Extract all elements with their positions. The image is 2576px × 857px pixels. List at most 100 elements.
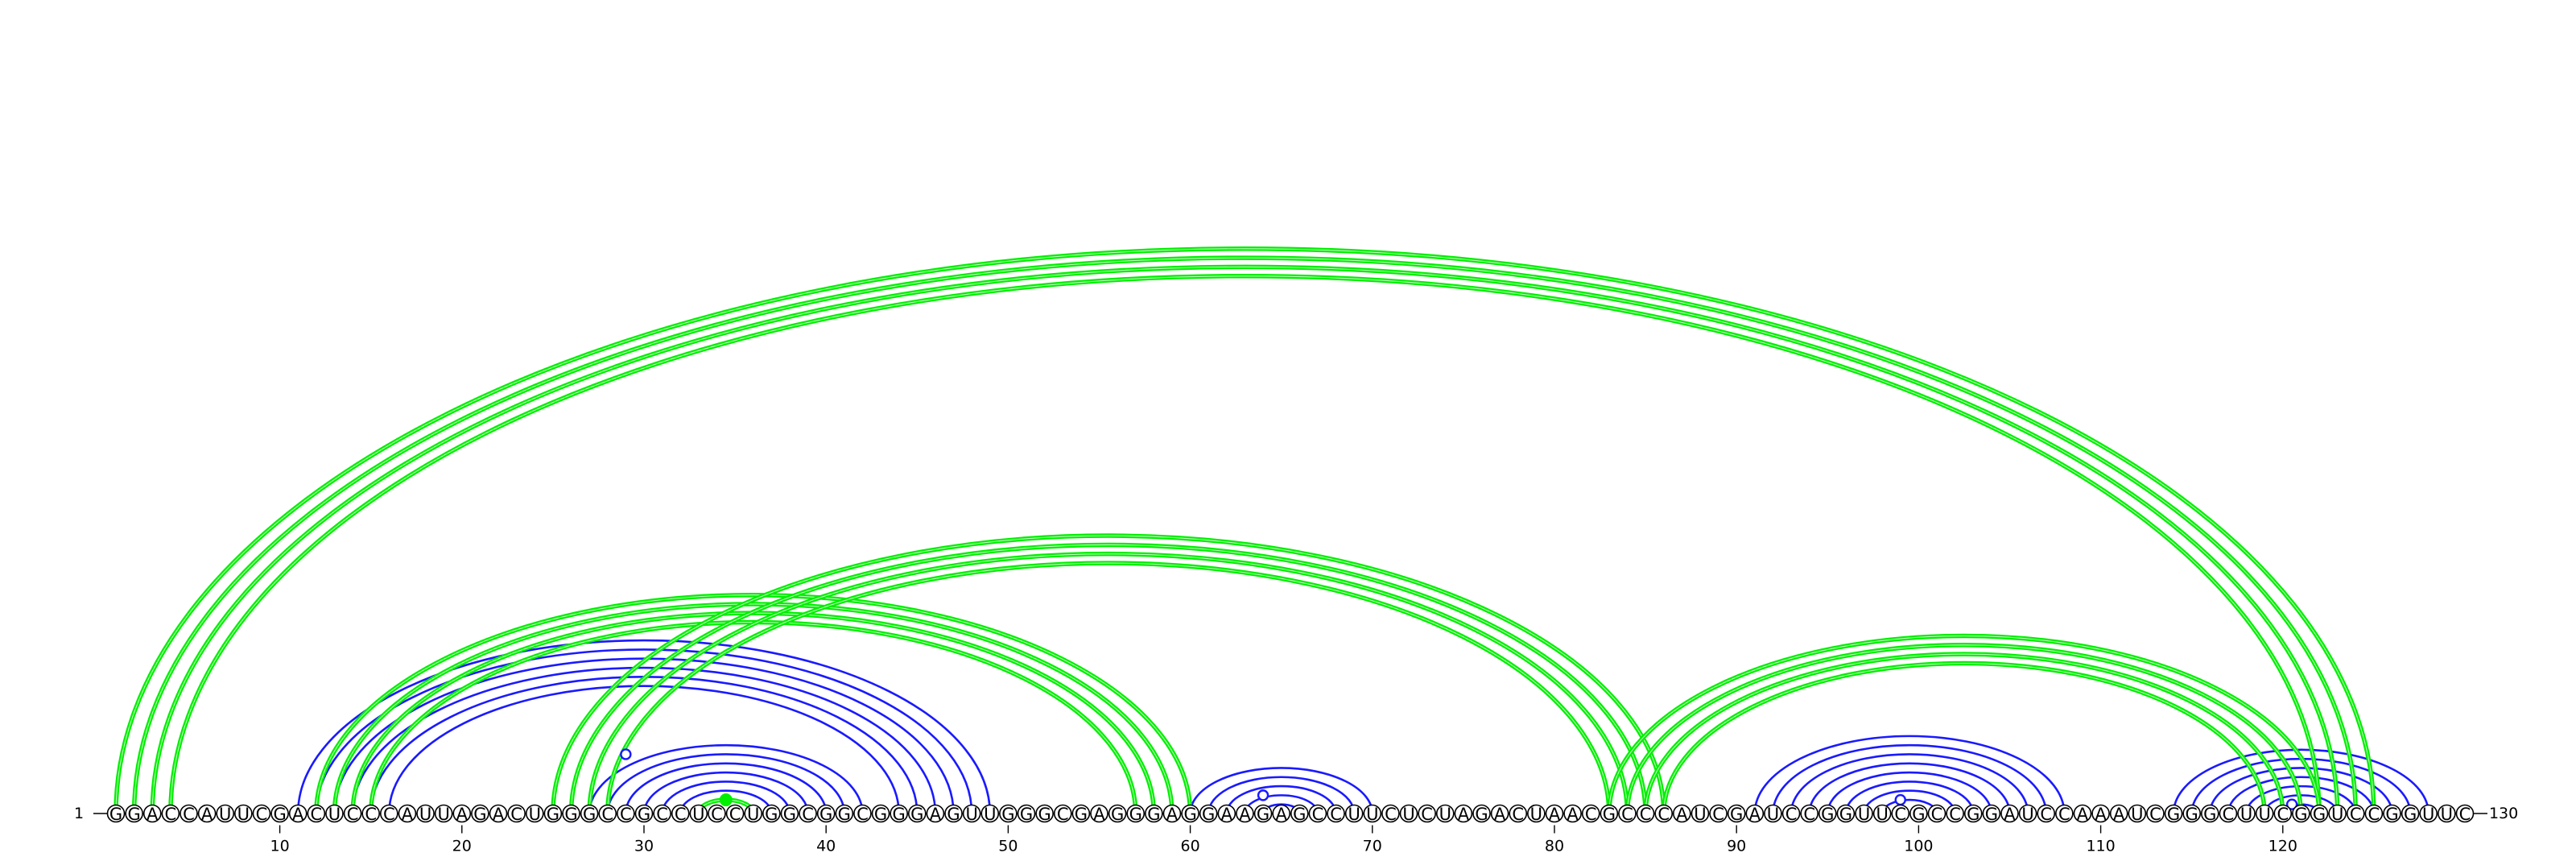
nucleotide-circle [580, 804, 599, 823]
nucleotide-letter: G [1475, 805, 1488, 824]
nucleotide-letter: G [1293, 805, 1306, 824]
nucleotide: G [1290, 804, 1309, 824]
base-pair-arc [1753, 735, 2066, 814]
nucleotide-letter: A [1494, 805, 1506, 824]
nucleotide-letter: G [2186, 805, 2198, 824]
nucleotide: A [197, 804, 217, 824]
nucleotide-letter: C [1512, 805, 1524, 824]
nucleotide-letter: G [838, 805, 851, 824]
nucleotide-circle [1162, 804, 1182, 823]
nucleotide-circle [2201, 804, 2219, 823]
nucleotide-circle [2182, 804, 2201, 823]
nucleotide-circle [416, 804, 435, 823]
nucleotide-letter: C [1640, 805, 1652, 824]
tick-label: 110 [2086, 838, 2115, 855]
nucleotide-circle [1418, 804, 1436, 823]
nucleotide-circle [799, 804, 817, 823]
base-pair-arc [606, 753, 846, 814]
nucleotide-letter: C [1621, 805, 1633, 824]
nucleotide-circle [871, 804, 890, 823]
nucleotide: C [2364, 804, 2384, 824]
nucleotide: C [1927, 804, 1946, 824]
nucleotide-circle [2292, 804, 2310, 823]
nucleotide-letter: G [1001, 805, 1014, 824]
loop-marker-alt [719, 793, 733, 807]
base-pair-arc-alt-highlight [1626, 644, 2301, 814]
nucleotide-letter: A [2077, 805, 2089, 824]
nucleotide-letter: U [1530, 805, 1542, 824]
nucleotide: G [780, 804, 799, 824]
nucleotide-letter: G [1147, 805, 1160, 824]
base-pair-arc-alt-highlight [151, 266, 2339, 814]
nucleotide-letter: A [201, 805, 213, 824]
nucleotide-circle [980, 804, 1000, 823]
nucleotide: A [1745, 804, 1765, 824]
nucleotide-letter: U [2131, 805, 2143, 824]
nucleotide: G [2201, 804, 2219, 824]
nucleotide-letter: G [910, 805, 923, 824]
nucleotide-letter: G [874, 805, 887, 824]
nucleotide-circle [325, 804, 344, 823]
nucleotide-circle [926, 804, 945, 823]
nucleotide: U [1527, 804, 1546, 824]
nucleotide-letter: C [310, 805, 322, 824]
base-pair-arc [2227, 776, 2376, 814]
nucleotide-letter: U [692, 805, 704, 824]
nucleotide-circle [288, 804, 308, 823]
nucleotide-letter: G [583, 805, 596, 824]
nucleotide: U [525, 804, 544, 824]
nucleotide: U [980, 804, 1000, 824]
nucleotide-circle [1090, 804, 1108, 823]
nucleotide: U [2438, 804, 2456, 824]
nucleotide-circle [1272, 804, 1290, 823]
nucleotide-circle [361, 804, 380, 823]
nucleotide: U [2128, 804, 2147, 824]
nucleotide: A [2091, 804, 2110, 824]
nucleotide: C [507, 804, 526, 824]
nucleotide-letter: G [765, 805, 778, 824]
nucleotide-circle [1071, 804, 1091, 823]
base-pair-arc-alt-highlight [1645, 653, 2284, 814]
nucleotide-circle [1472, 804, 1491, 823]
nucleotide-circle [762, 804, 781, 823]
nucleotide: G [1253, 804, 1273, 824]
base-pair-arc-alt-highlight [552, 535, 1665, 814]
nucleotide-letter: G [1603, 805, 1616, 824]
nucleotide-letter: C [2350, 805, 2362, 824]
nucleotide-letter: A [292, 805, 304, 824]
nucleotide-circle [398, 804, 417, 823]
nucleotide: C [653, 804, 671, 824]
nucleotide-letter: G [273, 805, 286, 824]
nucleotide-letter: A [2113, 805, 2125, 824]
nucleotide: C [1053, 804, 1072, 824]
nucleotide-letter: C [620, 805, 632, 824]
base-pair-arc-alt-highlight [170, 275, 2320, 814]
nucleotide: C [1709, 804, 1728, 824]
loop-marker [2285, 798, 2298, 810]
nucleotide-letter: G [1967, 805, 1979, 824]
nucleotide-letter: A [1749, 805, 1761, 824]
nucleotide: U [962, 804, 981, 824]
nucleotide-circle [1344, 804, 1364, 823]
nucleotide: G [1600, 804, 1619, 824]
nucleotide: A [1563, 804, 1582, 824]
nucleotide: U [1855, 804, 1873, 824]
loop-marker [1894, 793, 1906, 806]
nucleotide-circle [2328, 804, 2347, 823]
nucleotide: A [926, 804, 945, 824]
nucleotide-circle [125, 804, 143, 823]
nucleotide-circle [1399, 804, 1418, 823]
nucleotide-circle [962, 804, 981, 823]
nucleotide-circle [1727, 804, 1746, 823]
base-pair-arc [1844, 780, 1975, 814]
nucleotide-letter: A [402, 805, 414, 824]
nucleotide: C [725, 804, 745, 824]
nucleotide-letter: G [1821, 805, 1834, 824]
nucleotide: C [2037, 804, 2056, 824]
tick-label: 120 [2268, 838, 2297, 855]
nucleotide-letter: U [1402, 805, 1414, 824]
nucleotide-circle [1963, 804, 1983, 823]
nucleotide-letter: U [1366, 805, 1378, 824]
nucleotide-letter: A [1239, 805, 1251, 824]
nucleotide-letter: C [1312, 805, 1324, 824]
